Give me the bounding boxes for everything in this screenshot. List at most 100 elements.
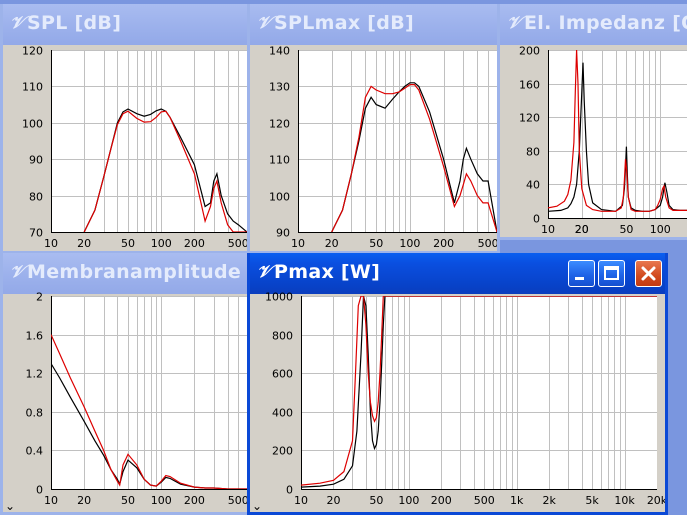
x-tick-label: 500 [474,494,495,507]
x-tick-label: 50 [121,494,135,507]
y-tick-label: 600 [272,368,293,381]
y-tick-label: 0 [36,484,43,497]
title-bar[interactable]: 𝒱 Pmax [W] [250,253,665,294]
plot-background [51,50,247,232]
plot-background [298,50,497,232]
y-tick-label: 1000 [265,291,293,304]
title-bar[interactable]: 𝒱 SPLmax [dB] [250,4,497,45]
plot-area: 0 0.4 0.8 1.2 1.6 2 10 20 50 100 200 500 [3,289,247,515]
y-tick-label: 0 [286,484,293,497]
x-tick-label: 10 [294,494,308,507]
y-tick-label: 1.2 [26,368,44,381]
y-tick-label: 0.8 [26,407,44,420]
x-tick-label: 200 [433,237,454,250]
y-tick-label: 70 [29,227,43,240]
x-tick-label: 2k [542,494,556,507]
y-tick-label: 120 [269,118,290,131]
close-button[interactable] [635,260,662,287]
x-tick-label: 10 [44,494,58,507]
window-membranamplitude[interactable]: 𝒱 Membranamplitude [ 0 0.4 0.8 1.2 1.6 2 10 20 5… [0,253,250,515]
plot-area: 70 80 90 100 110 120 10 20 50 100 200 500 [3,45,247,254]
y-tick-label: 140 [269,45,290,58]
x-tick-label: 100 [398,494,419,507]
plot-area: 90 100 110 120 130 140 10 20 50 100 200 500 [250,45,497,254]
x-tick-label: 100 [151,494,172,507]
x-tick-label: 200 [184,494,205,507]
y-tick-label: 100 [269,191,290,204]
scroll-arrow-icon[interactable]: ⌄ [252,500,274,512]
x-tick-label: 200 [431,494,452,507]
minimize-icon [569,261,594,286]
x-tick-label: 50 [369,494,383,507]
plot-background [51,296,247,489]
scroll-arrow-icon[interactable]: ⌄ [5,500,27,512]
plot-background [548,50,687,218]
x-tick-label: 50 [619,223,633,236]
y-tick-label: 120 [22,45,43,58]
x-tick-label: 20 [77,237,91,250]
window-splmax[interactable]: 𝒱 SPLmax [dB] 90 100 110 120 130 140 10 20 50 100… [247,4,500,254]
y-tick-label: 90 [29,154,43,167]
window-title: El. Impedanz [O [524,12,687,34]
maximize-button[interactable] [598,260,625,287]
maximize-icon [599,261,624,286]
x-tick-label: 20 [77,494,91,507]
y-tick-label: 200 [519,45,540,58]
x-tick-label: 10 [291,237,305,250]
x-tick-label: 100 [399,237,420,250]
y-tick-label: 130 [269,81,290,94]
plot-area: 0 40 80 120 160 200 10 20 50 100 20 [500,45,687,240]
chart-svg: 90 100 110 120 130 140 10 20 50 100 200 500 [250,45,497,254]
y-tick-label: 400 [272,407,293,420]
chart-svg: 0 200 400 600 800 1000 10 20 50 100 200 500 1k 2k 5k 10… [250,289,665,515]
x-tick-label: 500 [478,237,497,250]
app-icon: 𝒱 [257,13,271,33]
window-pmax[interactable]: 𝒱 Pmax [W] 0 200 400 600 800 1000 10 20 50 100 200… [247,253,668,515]
y-tick-label: 160 [519,79,540,92]
x-tick-label: 20 [325,237,339,250]
y-tick-label: 120 [519,112,540,125]
y-tick-label: 40 [526,179,540,192]
x-tick-label: 10 [44,237,58,250]
chart-svg: 0 0.4 0.8 1.2 1.6 2 10 20 50 100 200 500 [3,289,247,515]
title-bar[interactable]: 𝒱 SPL [dB] [3,4,247,45]
app-icon: 𝒱 [507,13,521,33]
y-tick-label: 110 [269,154,290,167]
x-tick-label: 1k [510,494,524,507]
y-tick-label: 90 [276,227,290,240]
window-title: SPL [dB] [27,12,121,34]
x-tick-label: 50 [369,237,383,250]
app-icon: 𝒱 [10,13,24,33]
title-bar[interactable]: 𝒱 Membranamplitude [ [3,253,247,294]
y-tick-label: 800 [272,330,293,343]
y-tick-label: 2 [36,291,43,304]
y-tick-label: 100 [22,118,43,131]
plot-area: 0 200 400 600 800 1000 10 20 50 100 200 500 1k 2k 5k 10… [250,289,665,515]
x-tick-label: 50 [121,237,135,250]
title-bar[interactable]: 𝒱 El. Impedanz [O [500,4,687,45]
x-tick-label: 100 [650,223,671,236]
window-title: SPLmax [dB] [274,12,414,34]
x-tick-label: 10k [614,494,635,507]
app-icon: 𝒱 [10,262,24,282]
x-tick-label: 10 [541,223,555,236]
window-impedanz[interactable]: 𝒱 El. Impedanz [O 0 40 80 120 160 200 10 20 50 10… [497,4,687,240]
x-tick-label: 20 [575,223,589,236]
y-tick-label: 1.6 [26,330,44,343]
x-tick-label: 20 [326,494,340,507]
x-tick-label: 20k [647,494,665,507]
app-icon: 𝒱 [257,262,271,282]
x-tick-label: 500 [228,237,247,250]
minimize-button[interactable] [568,260,595,287]
close-icon [636,261,661,286]
window-title: Membranamplitude [ [27,261,247,283]
y-tick-label: 200 [272,445,293,458]
x-tick-label: 100 [151,237,172,250]
window-title: Pmax [W] [274,261,380,283]
window-spl[interactable]: 𝒱 SPL [dB] 70 80 90 100 110 120 10 20 50 100 200 50… [0,4,250,254]
y-tick-label: 80 [526,146,540,159]
y-tick-label: 0 [533,213,540,226]
y-tick-label: 110 [22,81,43,94]
y-tick-label: 0.4 [26,445,44,458]
